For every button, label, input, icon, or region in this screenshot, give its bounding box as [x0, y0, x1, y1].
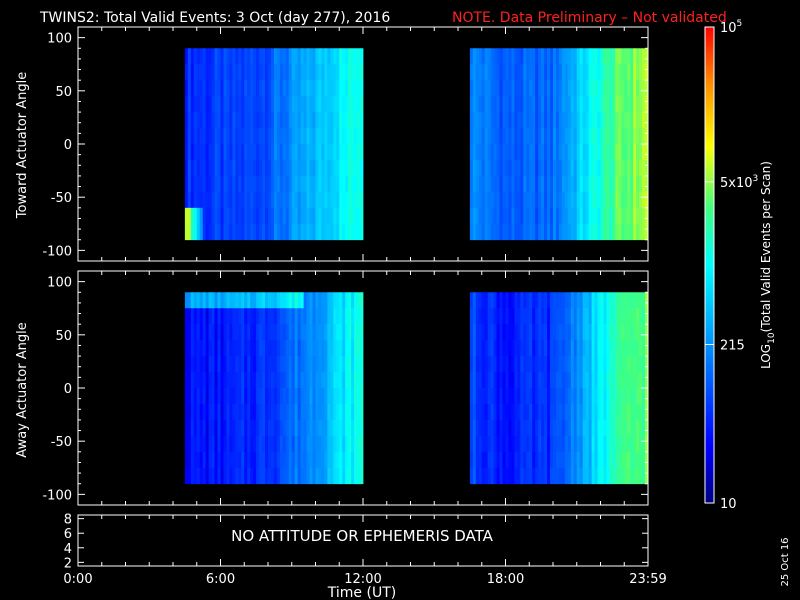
colorbar-label: LOG10(Total Valid Events per Scan): [759, 161, 777, 369]
time-tick-label: 0:00: [63, 572, 92, 587]
time-tick-label: 23:59: [629, 572, 666, 587]
figure-title: TWINS2: Total Valid Events: 3 Oct (day 2…: [39, 10, 390, 26]
time-axis: 0:00 6:00 12:00 18:00 23:59: [63, 27, 667, 587]
y-tick-label: 2: [64, 556, 72, 571]
y-tick-label: 100: [47, 32, 72, 47]
toward-angle-panel: 100 50 0 -50 -100: [42, 26, 649, 262]
y-tick-label: 50: [55, 329, 72, 344]
colorbar-tick-label: 105: [720, 19, 742, 36]
y-tick-label: -100: [42, 488, 72, 503]
time-block-1: [469, 48, 649, 241]
colorbar-tick-label: 5x103: [720, 174, 758, 191]
y-tick-label: 6: [64, 527, 72, 542]
y-tick-label: 0: [64, 138, 72, 153]
time-block-0: [184, 48, 364, 241]
colorbar: [704, 26, 715, 504]
colorbar-label-suffix: (Total Valid Events per Scan): [759, 161, 773, 332]
colorbar-label-sub: 10: [767, 332, 777, 344]
preliminary-note: NOTE. Data Preliminary – Not validated: [452, 10, 727, 26]
y-tick-label: 0: [64, 382, 72, 397]
colorbar-ticks: 105 5x103 215 10: [705, 19, 758, 512]
y-tick-label: 50: [55, 85, 72, 100]
away-angle-panel: 100 50 0 -50 -100: [42, 270, 649, 506]
generated-date: 25 Oct 16: [780, 537, 791, 586]
time-tick-label: 6:00: [206, 572, 235, 587]
y-tick-label: 4: [64, 542, 72, 557]
time-block-1: [469, 292, 649, 485]
y-tick-label: -100: [42, 244, 72, 259]
time-axis-label: Time (UT): [327, 585, 396, 600]
colorbar-tick-label: 215: [720, 338, 745, 353]
colorbar-label-prefix: LOG: [759, 344, 773, 369]
panel1-ylabel: Away Actuator Angle: [15, 322, 30, 457]
y-tick-label: -50: [51, 435, 72, 450]
no-ephemeris-annotation: NO ATTITUDE OR EPHEMERIS DATA: [231, 527, 494, 545]
y-tick-label: 100: [47, 276, 72, 291]
panel0-ylabel: Toward Actuator Angle: [15, 72, 30, 219]
colorbar-tick-label: 10: [720, 497, 737, 512]
time-block-0: [184, 292, 364, 485]
y-tick-label: 8: [64, 513, 72, 528]
time-tick-label: 18:00: [487, 572, 524, 587]
time-tick-label: 12:00: [344, 572, 381, 587]
y-tick-label: -50: [51, 191, 72, 206]
